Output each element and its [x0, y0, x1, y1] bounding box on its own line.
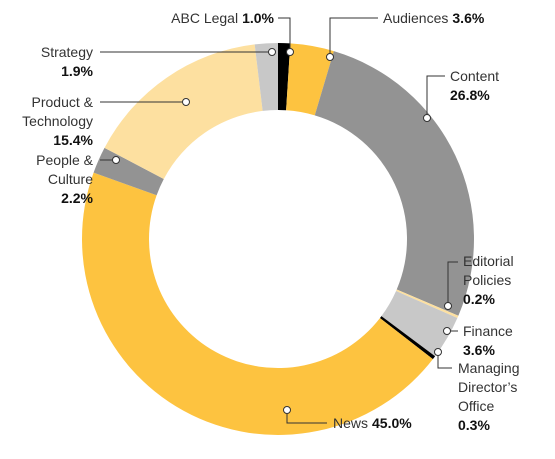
segment-label: Content 26.8% — [450, 67, 555, 105]
value-label: 3.6% — [452, 10, 485, 26]
category-name: ABC Legal — [171, 10, 239, 26]
leader-dot — [434, 348, 442, 356]
value-label: 2.2% — [61, 190, 93, 206]
donut-segment — [381, 290, 458, 357]
segment-label: News 45.0% — [333, 414, 412, 433]
segment-label: Finance 3.6% — [463, 322, 543, 360]
category-name: Product & Technology — [22, 94, 93, 129]
category-name: Content — [450, 68, 500, 84]
category-name: Managing Director’s Office — [458, 360, 520, 414]
segment-label: ABC Legal 1.0% — [171, 9, 274, 28]
category-name: Strategy — [40, 44, 93, 60]
value-label: 1.9% — [61, 63, 93, 79]
leader-dot — [423, 114, 431, 122]
category-name: Finance — [463, 323, 513, 339]
value-label: 0.3% — [458, 417, 490, 433]
leader-dot — [444, 302, 452, 310]
donut-segment — [81, 172, 433, 435]
leader-line — [278, 17, 291, 52]
category-name: Audiences — [383, 10, 449, 26]
segment-label: Managing Director’s Office 0.3% — [458, 359, 530, 435]
leader-dot — [182, 98, 190, 106]
segment-label: Product & Technology 15.4% — [8, 93, 93, 150]
value-label: 0.2% — [463, 291, 495, 307]
category-name: People & Culture — [36, 152, 93, 187]
leader-line — [286, 410, 327, 424]
category-name: Editorial Policies — [463, 253, 514, 288]
leader-dot — [283, 406, 291, 414]
value-label: 45.0% — [372, 415, 412, 431]
leader-dot — [112, 156, 120, 164]
leader-dot — [286, 48, 294, 56]
value-label: 15.4% — [53, 132, 93, 148]
leader-dot — [326, 53, 334, 61]
donut-segment — [379, 316, 436, 360]
donut-segment — [396, 289, 459, 318]
segment-label: People & Culture 2.2% — [23, 151, 93, 208]
segment-label: Strategy 1.9% — [3, 43, 93, 81]
donut-segment — [314, 51, 474, 316]
donut-segment — [278, 43, 291, 111]
value-label: 1.0% — [242, 10, 274, 26]
category-name: News — [333, 415, 369, 431]
value-label: 3.6% — [463, 342, 495, 358]
leader-line — [329, 17, 378, 57]
donut-segment — [286, 43, 334, 116]
leader-line — [447, 261, 458, 306]
leader-dot — [443, 327, 451, 335]
donut-segment — [254, 43, 278, 111]
value-label: 26.8% — [450, 87, 490, 103]
segment-label: Audiences 3.6% — [383, 9, 484, 28]
leader-dot — [268, 48, 276, 56]
leader-line — [437, 352, 452, 369]
leader-line — [426, 75, 445, 118]
segment-label: Editorial Policies 0.2% — [463, 252, 533, 309]
donut-segment — [104, 44, 263, 179]
